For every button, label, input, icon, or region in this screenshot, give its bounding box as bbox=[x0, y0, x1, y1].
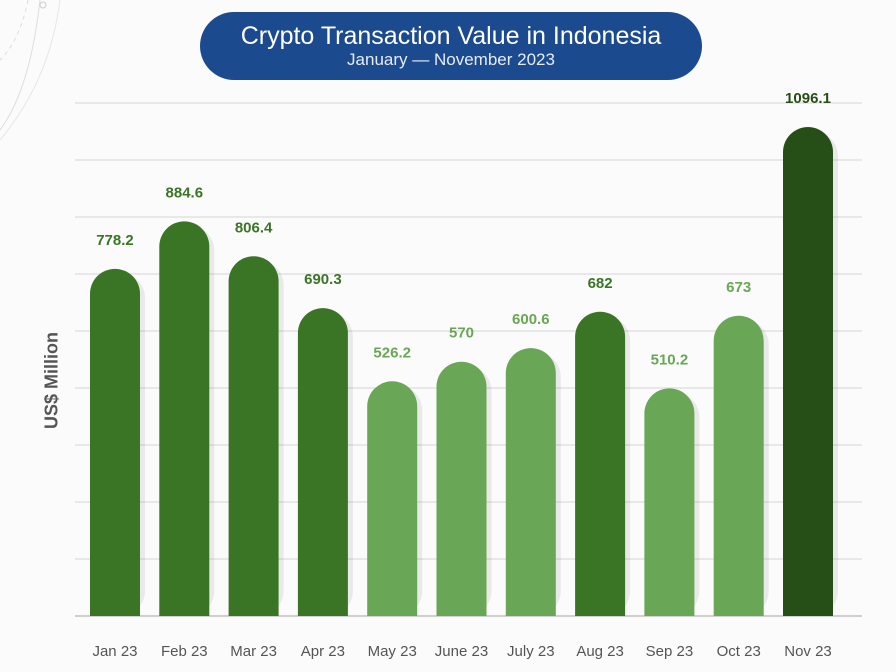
bar-oct-23 bbox=[713, 315, 764, 616]
data-label: 806.4 bbox=[235, 219, 273, 236]
x-tick-label: Feb 23 bbox=[161, 643, 208, 660]
title-banner: Crypto Transaction Value in Indonesia Ja… bbox=[200, 12, 702, 80]
bar-apr-23 bbox=[297, 308, 348, 616]
data-label: 1096.1 bbox=[785, 90, 831, 107]
chart-subtitle: January — November 2023 bbox=[347, 50, 555, 69]
data-label: 510.2 bbox=[651, 351, 689, 368]
x-tick-label: May 23 bbox=[368, 643, 417, 660]
chart-title: Crypto Transaction Value in Indonesia bbox=[240, 22, 662, 50]
x-tick-label: Jan 23 bbox=[92, 643, 137, 660]
x-tick-label: Oct 23 bbox=[717, 643, 761, 660]
x-tick-label: June 23 bbox=[435, 643, 488, 660]
data-label: 600.6 bbox=[512, 311, 550, 328]
bar-mar-23 bbox=[228, 256, 279, 616]
x-tick-label: Apr 23 bbox=[301, 643, 345, 660]
x-tick-label: Sep 23 bbox=[646, 643, 694, 660]
bar-nov-23 bbox=[783, 127, 833, 617]
bar-sep-23 bbox=[644, 388, 695, 616]
bar-june-23 bbox=[436, 361, 487, 616]
x-tick-label: July 23 bbox=[507, 643, 555, 660]
decorative-arcs bbox=[0, 0, 61, 140]
data-label: 682 bbox=[588, 275, 613, 292]
data-label: 526.2 bbox=[373, 344, 411, 361]
bar-jan-23 bbox=[90, 268, 140, 616]
data-label: 673 bbox=[726, 279, 751, 296]
x-tick-label: Aug 23 bbox=[576, 643, 624, 660]
bar-may-23 bbox=[367, 381, 418, 616]
data-label: 690.3 bbox=[304, 271, 342, 288]
data-label: 570 bbox=[449, 325, 474, 342]
bar-aug-23 bbox=[575, 311, 626, 616]
bar-feb-23 bbox=[159, 221, 210, 616]
x-tick-label: Nov 23 bbox=[784, 643, 832, 660]
x-tick-label: Mar 23 bbox=[230, 643, 277, 660]
data-label: 778.2 bbox=[96, 232, 134, 249]
bar-july-23 bbox=[505, 348, 556, 616]
data-label: 884.6 bbox=[166, 184, 204, 201]
